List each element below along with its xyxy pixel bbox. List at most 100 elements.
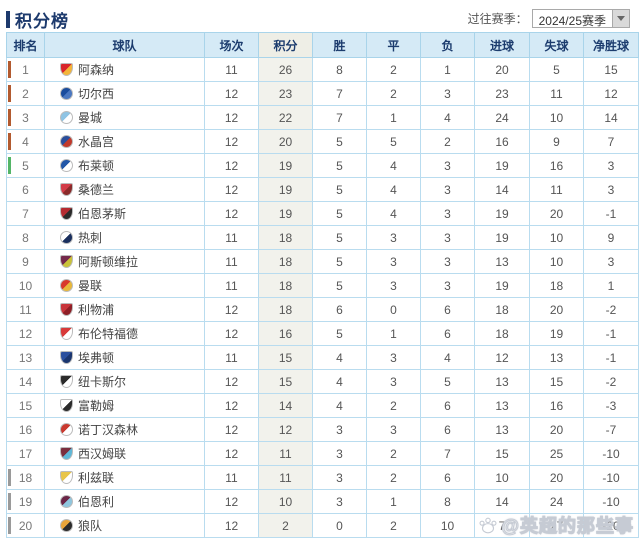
title-wrap: 积分榜 bbox=[6, 7, 630, 32]
draws-cell: 1 bbox=[366, 105, 421, 130]
goals-against-cell: 19 bbox=[529, 321, 584, 346]
played-cell: 12 bbox=[204, 369, 259, 394]
losses-cell: 3 bbox=[420, 249, 475, 274]
losses-cell: 7 bbox=[420, 441, 475, 466]
draws-cell: 2 bbox=[366, 81, 421, 106]
team-cell: 阿森纳 bbox=[44, 57, 205, 82]
rank-cell: 8 bbox=[6, 225, 45, 250]
goals-against-cell: 16 bbox=[529, 153, 584, 178]
team-cell: 布莱顿 bbox=[44, 153, 205, 178]
wins-cell: 4 bbox=[312, 369, 367, 394]
team-logo bbox=[60, 447, 73, 460]
col-header-played: 场次 bbox=[204, 32, 259, 58]
losses-cell: 3 bbox=[420, 225, 475, 250]
losses-cell: 4 bbox=[420, 345, 475, 370]
team-name: 狼队 bbox=[78, 519, 103, 533]
goals-for-cell: 19 bbox=[474, 273, 530, 298]
goal-diff-cell: 1 bbox=[583, 273, 639, 298]
team-cell: 纽卡斯尔 bbox=[44, 369, 205, 394]
table-row: 8 热刺 11 18 5 3 3 19 10 9 bbox=[6, 225, 639, 250]
col-header-draws: 平 bbox=[366, 32, 421, 58]
draws-cell: 3 bbox=[366, 369, 421, 394]
losses-cell: 3 bbox=[420, 201, 475, 226]
draws-cell: 3 bbox=[366, 273, 421, 298]
points-cell: 19 bbox=[258, 201, 313, 226]
draws-cell: 0 bbox=[366, 297, 421, 322]
rank-cell: 15 bbox=[6, 393, 45, 418]
zone-indicator-rel bbox=[8, 493, 11, 510]
table-row: 17 西汉姆联 12 11 3 2 7 15 25 -10 bbox=[6, 441, 639, 466]
team-logo bbox=[60, 183, 73, 196]
table-row: 16 诺丁汉森林 12 12 3 3 6 13 20 -7 bbox=[6, 417, 639, 442]
played-cell: 11 bbox=[204, 465, 259, 490]
losses-cell: 3 bbox=[420, 81, 475, 106]
goals-against-cell: 13 bbox=[529, 345, 584, 370]
draws-cell: 3 bbox=[366, 345, 421, 370]
goals-against-cell: 11 bbox=[529, 177, 584, 202]
played-cell: 12 bbox=[204, 81, 259, 106]
points-cell: 18 bbox=[258, 297, 313, 322]
table-row: 2 切尔西 12 23 7 2 3 23 11 12 bbox=[6, 81, 639, 106]
goal-diff-cell: -20 bbox=[583, 513, 639, 538]
goal-diff-cell: -10 bbox=[583, 465, 639, 490]
wins-cell: 3 bbox=[312, 465, 367, 490]
goals-against-cell: 10 bbox=[529, 225, 584, 250]
team-name: 富勒姆 bbox=[78, 399, 115, 413]
goals-against-cell: 16 bbox=[529, 393, 584, 418]
team-name: 西汉姆联 bbox=[78, 447, 127, 461]
rank-cell: 7 bbox=[6, 201, 45, 226]
table-row: 12 布伦特福德 12 16 5 1 6 18 19 -1 bbox=[6, 321, 639, 346]
goals-against-cell: 10 bbox=[529, 105, 584, 130]
team-name: 切尔西 bbox=[78, 87, 115, 101]
wins-cell: 7 bbox=[312, 81, 367, 106]
points-cell: 19 bbox=[258, 177, 313, 202]
goals-for-cell: 16 bbox=[474, 129, 530, 154]
goal-diff-cell: 12 bbox=[583, 81, 639, 106]
title-accent-bar bbox=[6, 11, 10, 28]
goals-for-cell: 13 bbox=[474, 249, 530, 274]
team-logo bbox=[60, 495, 73, 508]
played-cell: 11 bbox=[204, 225, 259, 250]
wins-cell: 3 bbox=[312, 489, 367, 514]
losses-cell: 1 bbox=[420, 57, 475, 82]
played-cell: 12 bbox=[204, 489, 259, 514]
rank-cell: 13 bbox=[6, 345, 45, 370]
team-cell: 布伦特福德 bbox=[44, 321, 205, 346]
team-logo bbox=[60, 159, 73, 172]
goals-against-cell: 9 bbox=[529, 129, 584, 154]
played-cell: 12 bbox=[204, 153, 259, 178]
points-cell: 18 bbox=[258, 225, 313, 250]
goal-diff-cell: 9 bbox=[583, 225, 639, 250]
team-logo bbox=[60, 207, 73, 220]
page-title: 积分榜 bbox=[15, 12, 69, 31]
season-select[interactable]: 2024/25赛季 bbox=[531, 9, 630, 28]
wins-cell: 5 bbox=[312, 321, 367, 346]
team-cell: 阿斯顿维拉 bbox=[44, 249, 205, 274]
losses-cell: 6 bbox=[420, 465, 475, 490]
season-dropdown-button[interactable] bbox=[612, 10, 629, 27]
team-name: 布莱顿 bbox=[78, 159, 115, 173]
table-row: 10 曼联 11 18 5 3 3 19 18 1 bbox=[6, 273, 639, 298]
goals-for-cell: 10 bbox=[474, 465, 530, 490]
wins-cell: 5 bbox=[312, 153, 367, 178]
played-cell: 12 bbox=[204, 321, 259, 346]
goals-for-cell: 13 bbox=[474, 417, 530, 442]
chevron-down-icon bbox=[617, 16, 625, 21]
team-logo bbox=[60, 87, 73, 100]
points-cell: 11 bbox=[258, 441, 313, 466]
losses-cell: 10 bbox=[420, 513, 475, 538]
draws-cell: 2 bbox=[366, 465, 421, 490]
goal-diff-cell: 3 bbox=[583, 177, 639, 202]
team-cell: 埃弗顿 bbox=[44, 345, 205, 370]
standings-table: 排名 球队 场次 积分 胜 平 负 进球 失球 净胜球 1 阿森纳 11 26 8 2 1 2… bbox=[6, 32, 639, 538]
draws-cell: 2 bbox=[366, 441, 421, 466]
team-name: 伯恩茅斯 bbox=[78, 207, 127, 221]
wins-cell: 3 bbox=[312, 417, 367, 442]
goal-diff-cell: -7 bbox=[583, 417, 639, 442]
losses-cell: 4 bbox=[420, 105, 475, 130]
goal-diff-cell: 15 bbox=[583, 57, 639, 82]
wins-cell: 5 bbox=[312, 225, 367, 250]
team-name: 曼联 bbox=[78, 279, 103, 293]
goals-for-cell: 23 bbox=[474, 81, 530, 106]
draws-cell: 4 bbox=[366, 177, 421, 202]
